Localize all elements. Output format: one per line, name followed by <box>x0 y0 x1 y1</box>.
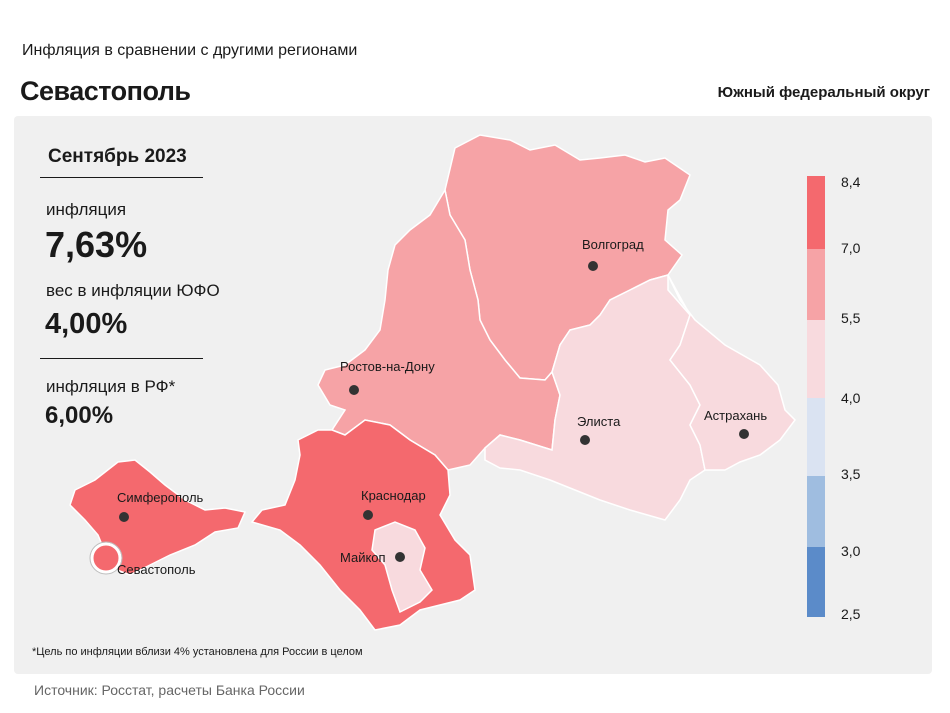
period-label: Сентябрь 2023 <box>48 146 187 167</box>
legend-tick-4: 4,0 <box>841 390 861 406</box>
legend-segment-3 <box>807 320 825 398</box>
rf-inflation-value: 6,00% <box>45 402 114 429</box>
city-label-simferopol: Симферополь <box>117 490 204 505</box>
city-dot-krasnodar <box>363 510 373 520</box>
city-label-krasnodar: Краснодар <box>361 488 426 503</box>
city-dot-volgograd <box>588 261 598 271</box>
legend-segment-4 <box>807 398 825 476</box>
rf-inflation-label: инфляция в РФ* <box>46 377 176 396</box>
region-astrakhan <box>667 274 796 471</box>
legend-segment-5 <box>807 476 825 547</box>
region-adygea <box>371 521 433 614</box>
city-dot-simferopol <box>119 512 129 522</box>
city-label-astrakhan: Астрахань <box>704 408 767 423</box>
city-dot-elista <box>580 435 590 445</box>
legend-segment-6 <box>807 547 825 617</box>
page-subtitle: Инфляция в сравнении с другими регионами <box>22 42 358 59</box>
legend-tick-2: 7,0 <box>841 240 861 256</box>
weight-value: 4,00% <box>45 308 128 340</box>
stats-divider <box>40 358 203 359</box>
page-title: Севастополь <box>20 76 191 106</box>
city-label-rostov: Ростов-на-Дону <box>340 359 435 374</box>
source-note: Источник: Росстат, расчеты Банка России <box>34 682 305 698</box>
city-label-maykop: Майкоп <box>340 550 386 565</box>
legend-tick-1: 8,4 <box>841 174 861 190</box>
city-label-sevastopol: Севастополь <box>117 562 196 577</box>
legend-tick-7: 2,5 <box>841 606 861 622</box>
legend-tick-3: 5,5 <box>841 310 861 326</box>
footnote: *Цель по инфляции вблизи 4% установлена … <box>32 646 363 658</box>
legend-tick-6: 3,0 <box>841 543 861 559</box>
legend-segment-2 <box>807 249 825 320</box>
legend-tick-5: 3,5 <box>841 466 861 482</box>
period-divider <box>40 177 203 178</box>
sevastopol-marker[interactable] <box>90 542 122 574</box>
city-label-elista: Элиста <box>577 414 621 429</box>
city-dot-astrakhan <box>739 429 749 439</box>
inflation-value: 7,63% <box>45 224 148 265</box>
weight-label: вес в инфляции ЮФО <box>46 281 220 300</box>
inflation-label: инфляция <box>46 200 127 219</box>
city-label-volgograd: Волгоград <box>582 237 644 252</box>
legend-segment-1 <box>807 176 825 249</box>
city-dot-maykop <box>395 552 405 562</box>
city-dot-rostov <box>349 385 359 395</box>
district-label: Южный федеральный округ <box>717 84 930 101</box>
